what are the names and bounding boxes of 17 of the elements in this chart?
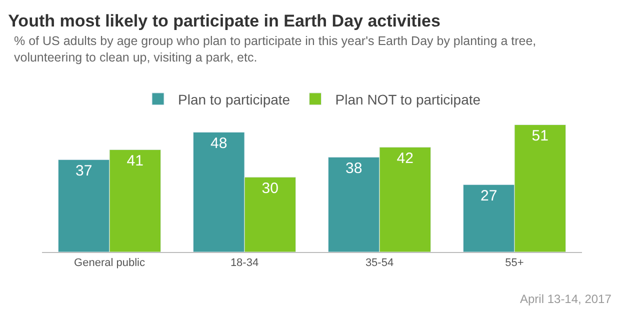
legend-label: Plan NOT to participate bbox=[335, 91, 481, 108]
data-label: 48 bbox=[210, 135, 228, 152]
data-label: 51 bbox=[532, 128, 548, 145]
data-label: 41 bbox=[126, 152, 144, 170]
chart-title: Youth most likely to participate in Earth Day activities bbox=[8, 11, 440, 30]
x-tick-label: 55+ bbox=[505, 257, 524, 270]
data-label: 30 bbox=[262, 180, 278, 198]
data-label: 27 bbox=[480, 188, 498, 205]
x-tick-label: General public bbox=[74, 257, 146, 270]
chart-subtitle: % of US adults by age group who plan to participate in this year's Earth Day by planting a tree, volunteering to clean up, visiting a park, etc. bbox=[14, 34, 536, 64]
data-label: 38 bbox=[346, 160, 362, 178]
legend-label: Plan to participate bbox=[178, 91, 290, 108]
data-label: 42 bbox=[396, 150, 414, 168]
text: April 13-14, 2017 bbox=[520, 292, 612, 306]
x-tick-label: 18-34 bbox=[230, 257, 259, 270]
data-label: 37 bbox=[76, 162, 92, 180]
x-tick-label: 35-54 bbox=[365, 257, 394, 270]
